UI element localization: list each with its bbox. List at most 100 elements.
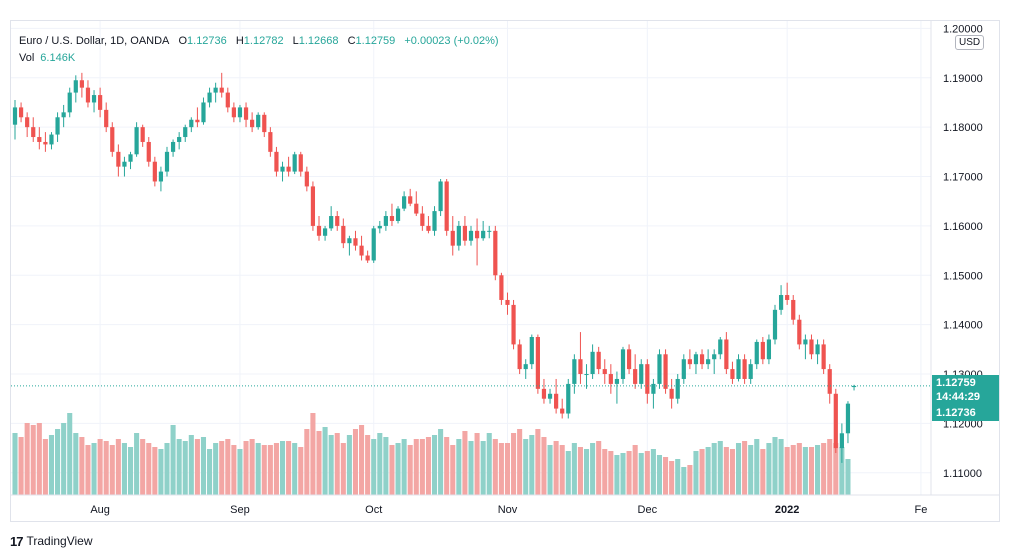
candle (657, 349, 662, 389)
candle (383, 211, 388, 231)
candle-body (110, 127, 115, 152)
volume-bar (444, 437, 450, 495)
price-tick-label: 1.14000 (943, 320, 983, 332)
candle-body (140, 127, 145, 142)
candle-body (487, 230, 492, 232)
candle (797, 314, 802, 350)
candle (140, 124, 145, 147)
candle (408, 188, 413, 207)
candle-body (201, 102, 206, 123)
volume-bar (24, 423, 30, 495)
candle (511, 299, 516, 350)
candle (250, 112, 255, 133)
volume-bar (772, 437, 778, 495)
candle-body (699, 354, 705, 365)
open-value: 1.12736 (187, 35, 227, 47)
candle-body (657, 354, 662, 384)
volume-bar (267, 445, 273, 495)
low-label: L (292, 35, 299, 47)
candle-body (73, 80, 78, 93)
candle (614, 371, 620, 404)
volume-bar (748, 445, 754, 495)
chart-frame[interactable]: 1.110001.120001.130001.140001.150001.160… (10, 20, 1000, 522)
candle (748, 359, 753, 384)
volume-bar (359, 425, 365, 495)
high-value: 1.12782 (243, 35, 284, 47)
candle-body (414, 203, 419, 214)
volume-bar (401, 439, 407, 495)
candle-body (438, 181, 443, 212)
volume-bar (821, 443, 827, 495)
volume-bar (577, 447, 583, 495)
volume-bar (255, 443, 261, 495)
volume-bar (669, 461, 675, 495)
volume-bar (644, 451, 650, 495)
candle-body (91, 95, 97, 103)
volume-bar (790, 445, 796, 495)
volume-bar (91, 443, 97, 495)
candle-body (213, 87, 218, 93)
open-price-tag: 1.12736 (932, 405, 999, 421)
candle (91, 90, 97, 113)
candle-body (833, 393, 838, 449)
volume-bar (760, 449, 766, 495)
candle (183, 124, 188, 142)
close-value: 1.12759 (355, 35, 396, 47)
candle (365, 250, 370, 263)
candle (110, 122, 115, 157)
volume-bar (638, 453, 644, 495)
volume-bar (620, 453, 626, 495)
price-tick-label: 1.17000 (943, 172, 983, 184)
candle-body (322, 228, 328, 236)
volume-bar (699, 449, 705, 495)
price-axis[interactable]: 1.110001.120001.130001.140001.150001.160… (943, 23, 983, 479)
volume-bar (827, 439, 833, 495)
candle (529, 334, 534, 370)
candle-body (535, 337, 540, 389)
candle-body (645, 364, 650, 394)
candle-body (12, 107, 18, 125)
volume-bar (134, 433, 140, 495)
candle-body (359, 245, 364, 256)
volume-bar (383, 437, 389, 495)
candle (280, 161, 285, 182)
volume-bar (766, 443, 772, 495)
volume-bar (334, 433, 340, 495)
time-tick-label: Oct (365, 504, 382, 516)
candle (493, 225, 498, 281)
candle (736, 354, 741, 382)
candle-body (116, 151, 121, 167)
tradingview-branding[interactable]: 17 TradingView (10, 532, 93, 550)
volume-bar (650, 449, 656, 495)
volume-bar (529, 435, 535, 495)
brand-name: TradingView (26, 534, 93, 548)
volume-bar (12, 433, 18, 495)
candle (608, 364, 613, 394)
symbol-title[interactable]: Euro / U.S. Dollar, 1D, OANDA (19, 35, 170, 47)
candlestick-chart[interactable]: 1.110001.120001.130001.140001.150001.160… (11, 21, 999, 521)
candle-body (402, 196, 407, 209)
volume-bar (431, 435, 438, 495)
volume-bar (742, 441, 748, 495)
volume-bar (322, 427, 328, 495)
candle (742, 354, 747, 384)
currency-selector[interactable]: USD (955, 35, 985, 50)
candle-body (596, 351, 601, 370)
volume-bar (67, 413, 73, 495)
volume-bar (55, 429, 61, 495)
time-axis[interactable]: Aug Sep Oct Nov Dec 2022 Fe (90, 504, 927, 516)
candle (426, 216, 431, 234)
volume-bar (328, 435, 334, 495)
volume-bar (79, 437, 85, 495)
candle (274, 146, 279, 177)
candle (651, 378, 656, 409)
candle-body (444, 181, 449, 231)
volume-bar (152, 447, 158, 495)
candle-body (177, 137, 182, 142)
candle-body (262, 114, 267, 133)
time-tick-label: 2022 (775, 504, 799, 516)
candle-body (207, 92, 212, 103)
candle-body (134, 127, 139, 155)
candle-body (669, 388, 674, 399)
candle (219, 72, 224, 98)
